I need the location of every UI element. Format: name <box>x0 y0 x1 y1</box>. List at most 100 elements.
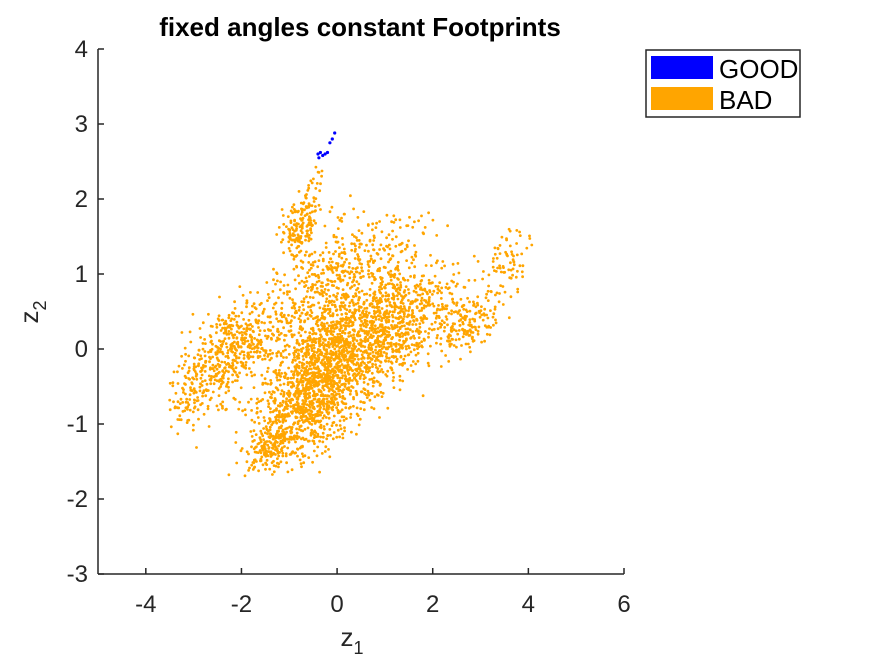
data-point-bad <box>339 427 343 431</box>
data-point-bad <box>204 364 207 368</box>
data-point-bad <box>335 273 339 277</box>
data-point-bad <box>316 365 320 369</box>
data-point-bad <box>299 235 303 238</box>
data-point-bad <box>280 424 283 428</box>
data-point-bad <box>430 322 434 326</box>
data-point-bad <box>416 359 420 363</box>
data-point-bad <box>389 341 393 345</box>
data-point-bad <box>295 431 299 435</box>
data-point-bad <box>377 318 381 321</box>
data-point-bad <box>280 240 283 244</box>
data-point-bad <box>221 374 225 378</box>
data-point-bad <box>337 255 341 258</box>
data-point-bad <box>398 326 402 329</box>
data-point-bad <box>286 404 290 408</box>
data-point-bad <box>429 253 432 257</box>
data-point-bad <box>334 374 338 377</box>
data-point-bad <box>365 292 369 296</box>
data-point-bad <box>238 285 242 288</box>
data-point-bad <box>221 404 224 408</box>
data-point-bad <box>432 304 436 308</box>
data-point-bad <box>168 381 172 385</box>
data-point-bad <box>493 252 497 256</box>
data-point-bad <box>380 354 384 358</box>
data-point-bad <box>343 307 347 310</box>
data-point-bad <box>454 338 458 342</box>
data-point-bad <box>379 352 383 356</box>
data-point-bad <box>298 405 302 409</box>
data-point-bad <box>224 369 228 373</box>
data-point-bad <box>300 209 304 212</box>
data-point-bad <box>287 345 291 348</box>
data-point-bad <box>341 329 345 333</box>
data-point-bad <box>390 220 393 224</box>
data-point-bad <box>321 416 325 420</box>
data-point-bad <box>327 405 331 409</box>
data-point-bad <box>188 408 192 412</box>
data-point-bad <box>318 291 321 295</box>
data-point-bad <box>303 253 307 257</box>
data-point-bad <box>309 383 313 387</box>
data-point-bad <box>328 210 332 214</box>
data-point-bad <box>378 297 382 300</box>
data-point-bad <box>191 410 195 414</box>
data-point-bad <box>327 251 331 254</box>
data-point-bad <box>338 376 342 380</box>
data-point-bad <box>473 278 477 282</box>
data-point-bad <box>335 392 339 396</box>
data-point-bad <box>435 336 439 340</box>
data-point-bad <box>226 349 230 352</box>
data-point-bad <box>274 312 278 316</box>
data-point-bad <box>344 328 347 331</box>
data-point-bad <box>304 351 308 355</box>
data-point-bad <box>197 348 201 352</box>
data-point-bad <box>206 389 210 392</box>
data-point-bad <box>317 276 321 279</box>
data-point-bad <box>194 372 198 376</box>
data-point-bad <box>340 220 344 223</box>
data-point-bad <box>477 325 481 329</box>
data-point-bad <box>311 223 314 227</box>
data-point-bad <box>391 254 395 258</box>
data-point-bad <box>255 344 259 348</box>
data-point-bad <box>272 464 276 467</box>
data-point-bad <box>288 425 291 429</box>
data-point-bad <box>298 281 301 285</box>
data-point-bad <box>410 336 413 339</box>
data-point-bad <box>332 414 336 418</box>
data-point-bad <box>301 399 305 402</box>
data-point-bad <box>344 406 348 410</box>
data-point-bad <box>348 392 352 396</box>
data-point-bad <box>266 454 270 458</box>
data-point-bad <box>196 364 200 368</box>
data-point-bad <box>316 265 320 269</box>
data-point-bad <box>321 440 325 444</box>
data-point-bad <box>227 330 231 333</box>
data-point-bad <box>333 280 337 283</box>
data-point-bad <box>237 344 240 348</box>
data-point-bad <box>293 306 297 310</box>
data-point-bad <box>324 366 327 369</box>
data-point-bad <box>321 324 324 328</box>
data-point-bad <box>265 337 269 340</box>
data-point-bad <box>312 366 316 369</box>
data-point-bad <box>321 431 325 435</box>
data-point-bad <box>290 335 294 339</box>
data-point-bad <box>369 257 373 261</box>
data-point-bad <box>431 302 435 306</box>
data-point-bad <box>193 406 196 410</box>
data-point-bad <box>376 367 380 370</box>
data-point-bad <box>413 336 416 340</box>
data-point-bad <box>336 262 340 265</box>
data-point-bad <box>205 382 209 386</box>
data-point-bad <box>319 389 322 393</box>
data-point-bad <box>209 366 212 370</box>
data-point-bad <box>335 320 339 324</box>
data-point-bad <box>283 273 286 277</box>
data-point-bad <box>302 297 306 301</box>
data-point-bad <box>309 387 313 390</box>
data-point-bad <box>476 295 480 299</box>
data-point-bad <box>333 347 337 351</box>
data-point-bad <box>402 311 406 315</box>
data-point-bad <box>327 324 331 328</box>
